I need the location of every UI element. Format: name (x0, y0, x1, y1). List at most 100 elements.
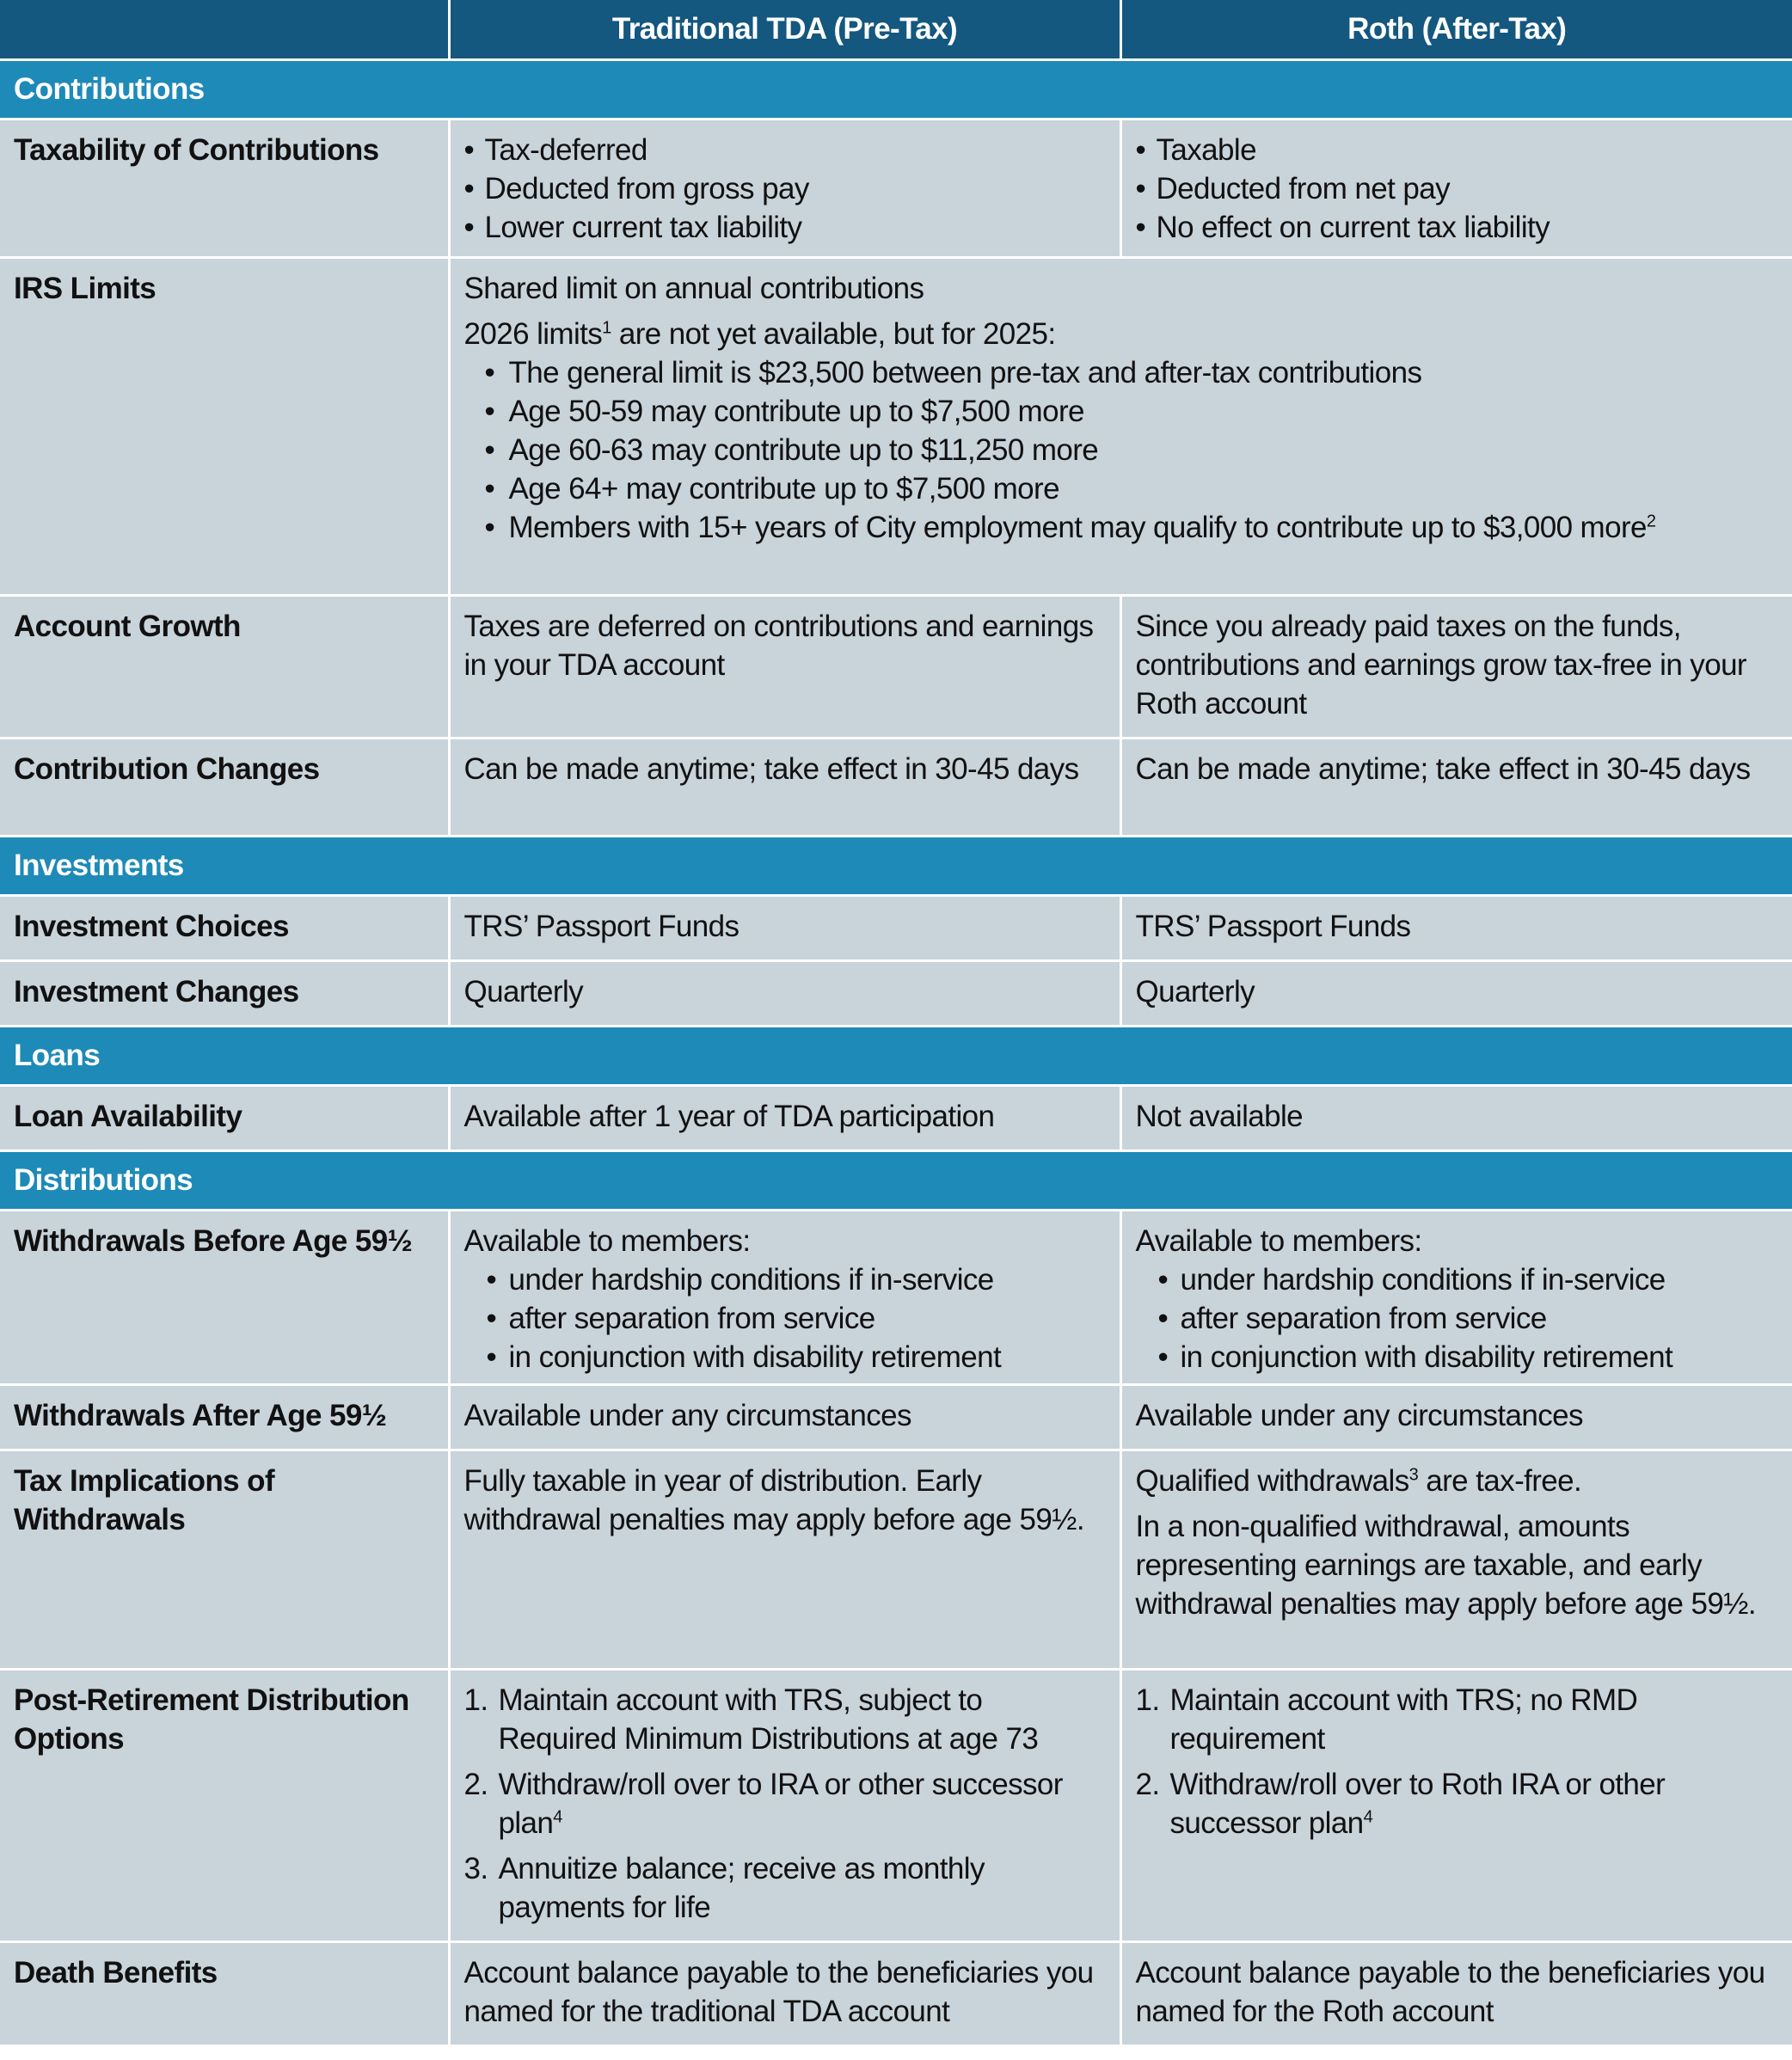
text: Quarterly (1135, 974, 1255, 1009)
text: Members with 15+ years of City employmen… (508, 510, 1648, 544)
text: under hardship conditions if in-service (508, 1262, 995, 1297)
text: after separation from service (508, 1301, 876, 1335)
paragraph: TRS’ Passport Funds (1136, 907, 1779, 946)
header-roth: Roth (After-Tax) (1119, 0, 1792, 61)
text: Withdraw/roll over to Roth IRA or other … (1169, 1767, 1666, 1840)
roth-cell: Since you already paid taxes on the fund… (1119, 593, 1792, 739)
text: Age 64+ may contribute up to $7,500 more (508, 471, 1060, 506)
text: The general limit is $23,500 between pre… (508, 355, 1422, 389)
row-label: Post-Retirement Distribution Options (0, 1667, 451, 1943)
text: after separation from service (1180, 1301, 1548, 1335)
table-row: Account Growth Taxes are deferred on cont… (0, 593, 1792, 739)
list-item: Tax-deferred (464, 131, 1106, 169)
traditional-cell: Quarterly (447, 959, 1122, 1027)
table-row: Investment Changes Quarterly Quarterly (0, 959, 1792, 1027)
list-item: after separation from service (1136, 1299, 1779, 1338)
text: Withdraw/roll over to IRA or other succe… (498, 1767, 1064, 1840)
row-label: Taxability of Contributions (0, 117, 451, 259)
section-header: Contributions (0, 58, 1792, 120)
text: 2026 limits (463, 316, 603, 351)
text: Account balance payable to the beneficia… (463, 1955, 1095, 2028)
bullet-list: under hardship conditions if in-service a… (1136, 1260, 1779, 1376)
row-label: Withdrawals After Age 59½ (0, 1383, 451, 1451)
table-row: Loan Availability Available after 1 year … (0, 1083, 1792, 1152)
row-label: IRS Limits (0, 255, 451, 597)
text: Available to members: (1135, 1223, 1423, 1258)
bullet-list: under hardship conditions if in-service a… (464, 1260, 1106, 1376)
roth-cell: Quarterly (1119, 959, 1792, 1027)
traditional-cell: Can be made anytime; take effect in 30-4… (447, 736, 1122, 837)
list-item: in conjunction with disability retiremen… (1136, 1338, 1779, 1376)
text: TRS’ Passport Funds (1135, 909, 1412, 943)
traditional-cell: Fully taxable in year of distribution. E… (447, 1448, 1122, 1671)
table-row: Death Benefits Account balance payable to… (0, 1940, 1792, 2047)
list-item: 2. Withdraw/roll over to IRA or other suc… (464, 1765, 1106, 1842)
roth-cell: 1. Maintain account with TRS; no RMD requ… (1119, 1667, 1792, 1943)
list-item: under hardship conditions if in-service (464, 1260, 1106, 1299)
paragraph: Available to members: (464, 1222, 1106, 1260)
roth-cell: Can be made anytime; take effect in 30-4… (1119, 736, 1792, 837)
footnote-ref: 4 (1363, 1806, 1373, 1826)
paragraph: Can be made anytime; take effect in 30-4… (464, 750, 1106, 788)
paragraph: Account balance payable to the beneficia… (1136, 1953, 1779, 2031)
text: are tax-free. (1418, 1463, 1582, 1498)
header-blank (0, 0, 451, 61)
text: Taxes are deferred on contributions and … (463, 609, 1095, 682)
roth-cell: Not available (1119, 1083, 1792, 1152)
text: Annuitize balance; receive as monthly pa… (498, 1851, 985, 1924)
traditional-cell: 1. Maintain account with TRS, subject to … (447, 1667, 1122, 1943)
text: TRS’ Passport Funds (463, 909, 740, 943)
list-item: in conjunction with disability retiremen… (464, 1338, 1106, 1376)
list-item: Lower current tax liability (464, 208, 1106, 247)
paragraph: Available under any circumstances (464, 1396, 1106, 1435)
text: under hardship conditions if in-service (1180, 1262, 1666, 1297)
list-item: Deducted from net pay (1136, 169, 1779, 208)
roth-cell: TaxableDeducted from net payNo effect on… (1119, 117, 1792, 259)
list-item: Taxable (1136, 131, 1779, 169)
section-header: Investments (0, 834, 1792, 897)
list-item: Age 60-63 may contribute up to $11,250 m… (464, 431, 1779, 469)
text: are not yet available, but for 2025: (611, 316, 1056, 351)
bullet-list: Tax-deferredDeducted from gross payLower… (464, 131, 1106, 247)
text: Available under any circumstances (463, 1398, 912, 1432)
traditional-cell: Available to members:under hardship cond… (447, 1208, 1122, 1386)
list-item: No effect on current tax liability (1136, 208, 1779, 247)
section-header: Loans (0, 1024, 1792, 1087)
text: In a non-qualified withdrawal, amounts r… (1135, 1509, 1757, 1621)
numbered-list: 1. Maintain account with TRS, subject to … (464, 1681, 1106, 1927)
text: Fully taxable in year of distribution. E… (463, 1463, 1085, 1536)
text: Can be made anytime; take effect in 30-4… (463, 751, 1080, 786)
list-item: 2. Withdraw/roll over to Roth IRA or othe… (1136, 1765, 1779, 1842)
section-row: Distributions (0, 1149, 1792, 1211)
paragraph: TRS’ Passport Funds (464, 907, 1106, 946)
roth-cell: TRS’ Passport Funds (1119, 893, 1792, 962)
list-item: 1. Maintain account with TRS; no RMD requ… (1136, 1681, 1779, 1758)
traditional-cell: Tax-deferredDeducted from gross payLower… (447, 117, 1122, 259)
paragraph: Quarterly (1136, 972, 1779, 1011)
row-label: Loan Availability (0, 1083, 451, 1152)
roth-cell: Available under any circumstances (1119, 1383, 1792, 1451)
table-row: Withdrawals After Age 59½ Available under… (0, 1383, 1792, 1451)
section-row: Loans (0, 1024, 1792, 1087)
list-number: 1. (1135, 1683, 1161, 1717)
roth-cell: Available to members:under hardship cond… (1119, 1208, 1792, 1386)
row-label: Death Benefits (0, 1940, 451, 2047)
row-label: Contribution Changes (0, 736, 451, 837)
list-item: after separation from service (464, 1299, 1106, 1338)
text: Quarterly (463, 974, 584, 1009)
text: Shared limit on annual contributions (463, 271, 924, 305)
text: Available after 1 year of TDA participat… (463, 1099, 995, 1133)
paragraph: Shared limit on annual contributions (464, 269, 1779, 308)
traditional-cell: Taxes are deferred on contributions and … (447, 593, 1122, 739)
traditional-cell: Account balance payable to the beneficia… (447, 1940, 1122, 2047)
text: Available under any circumstances (1135, 1398, 1584, 1432)
section-row: Contributions (0, 58, 1792, 120)
paragraph: Available to members: (1136, 1222, 1779, 1260)
text: Can be made anytime; take effect in 30-4… (1135, 751, 1752, 786)
table-row: Investment Choices TRS’ Passport Funds TRS… (0, 893, 1792, 962)
list-item: 1. Maintain account with TRS, subject to … (464, 1681, 1106, 1758)
traditional-cell: TRS’ Passport Funds (447, 893, 1122, 962)
paragraph: 2026 limits1 are not yet available, but … (464, 315, 1779, 353)
header-traditional: Traditional TDA (Pre-Tax) (447, 0, 1122, 61)
